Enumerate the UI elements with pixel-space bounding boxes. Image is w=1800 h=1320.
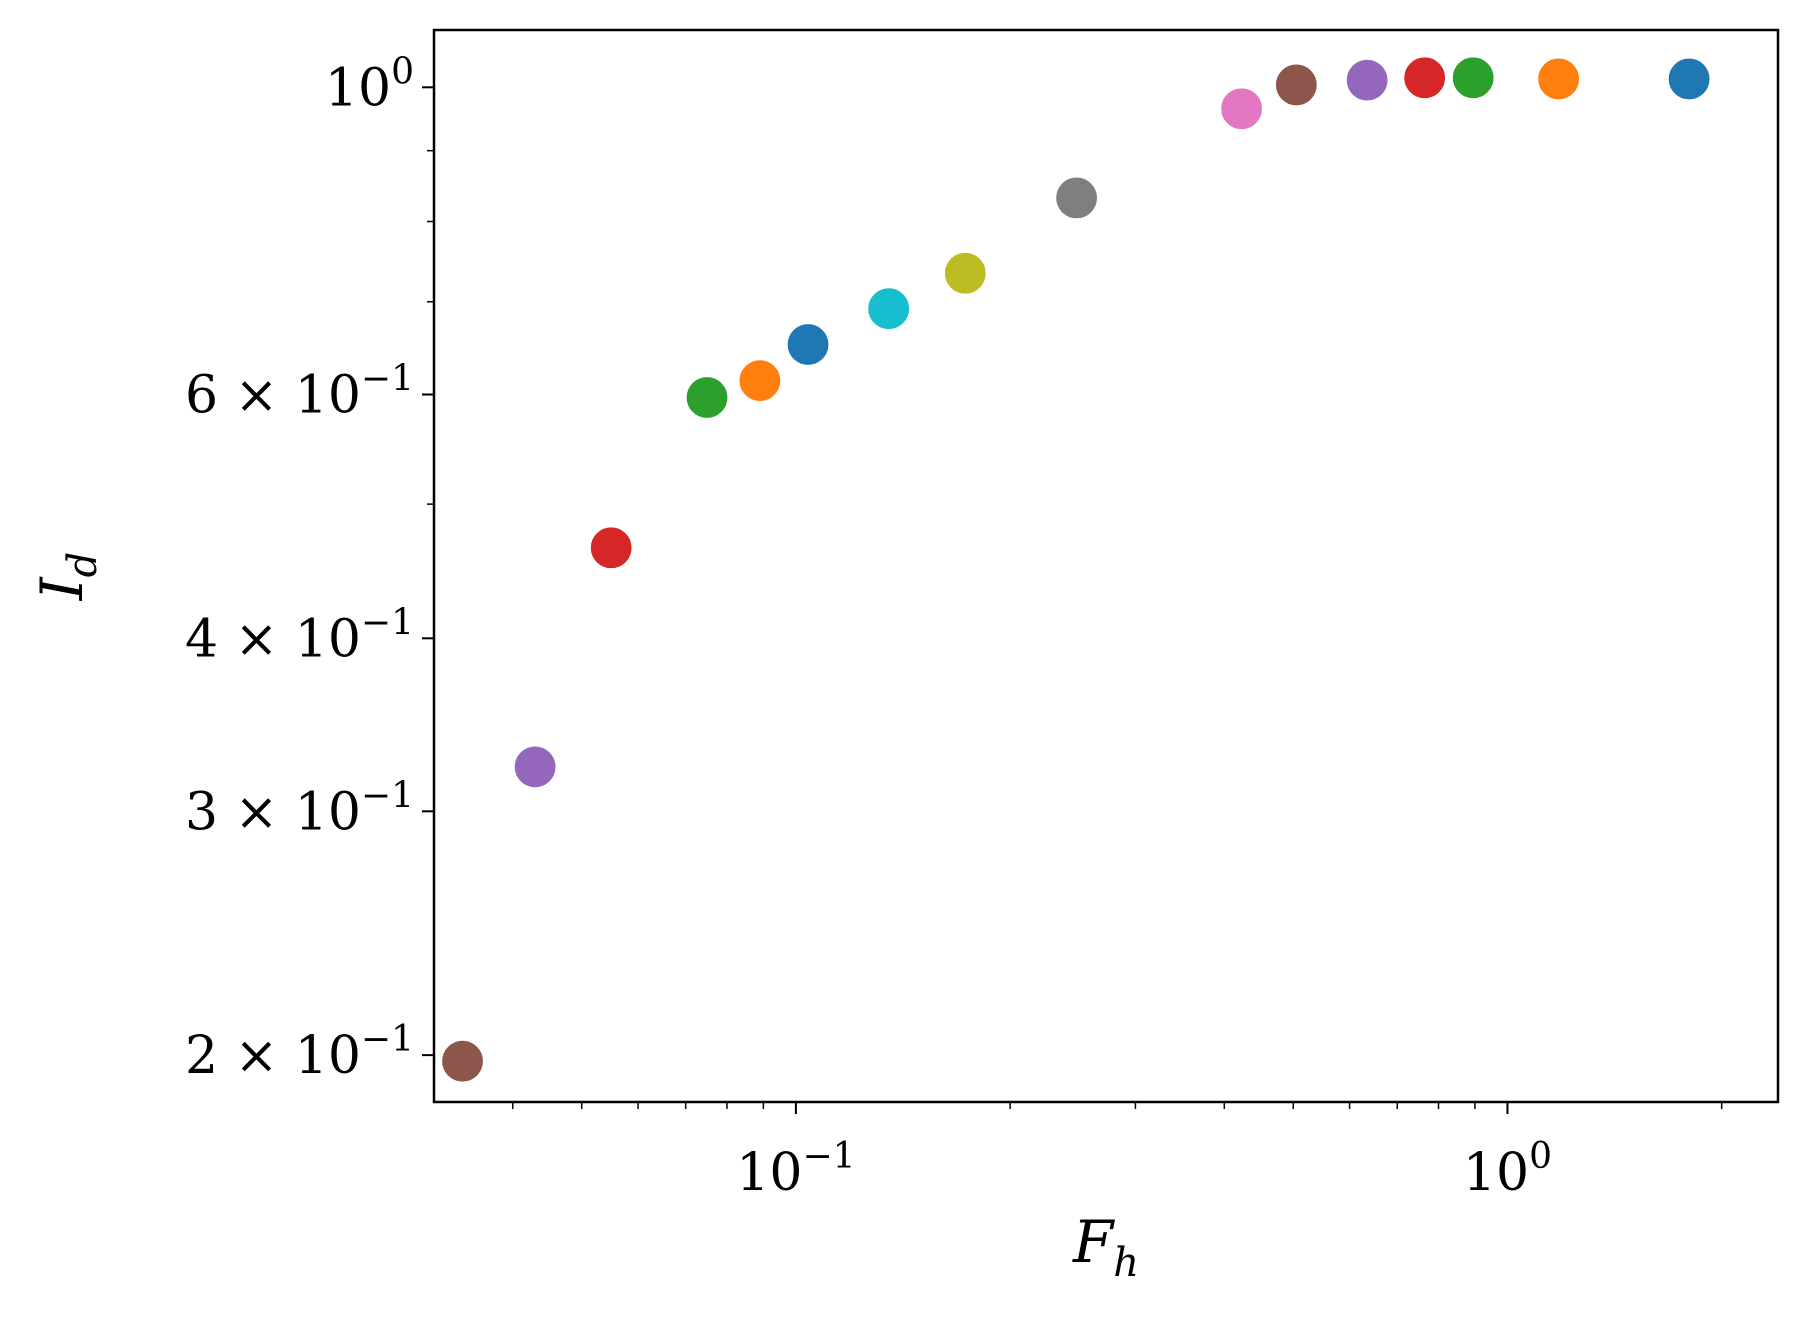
data-point-14 [1451, 56, 1495, 100]
data-point-12 [1345, 58, 1389, 102]
data-point-8 [943, 251, 987, 295]
y-axis-label: Id [28, 552, 106, 602]
y-tick-label: 2 × 10−1 [185, 1019, 414, 1086]
data-point-9 [1054, 176, 1099, 220]
data-point-4 [685, 375, 729, 420]
data-points [440, 56, 1711, 1083]
y-tick-label: 100 [325, 51, 414, 118]
y-tick-label: 3 × 10−1 [185, 775, 414, 842]
data-point-2 [513, 745, 557, 789]
plot-frame [432, 28, 1780, 1104]
y-tick-label: 4 × 10−1 [185, 602, 414, 669]
y-tick-label: 6 × 10−1 [185, 358, 414, 425]
data-point-15 [1537, 57, 1581, 101]
x-tick-label: 10−1 [736, 1136, 855, 1203]
data-point-1 [440, 1039, 485, 1083]
data-point-13 [1403, 56, 1447, 100]
data-point-5 [738, 359, 782, 403]
data-point-3 [589, 526, 633, 570]
x-tick-label: 100 [1463, 1136, 1552, 1203]
data-point-10 [1219, 87, 1264, 131]
data-point-11 [1274, 63, 1318, 107]
data-point-6 [786, 322, 830, 367]
x-axis-ticks: 10−1 100 [512, 1102, 1723, 1203]
data-point-16 [1667, 57, 1711, 101]
y-axis-ticks: 2 × 10−1 3 × 10−1 4 × 10−1 6 × 10−1 100 [185, 51, 434, 1086]
x-axis-label: Fh [1072, 1208, 1139, 1286]
data-point-7 [867, 287, 911, 331]
